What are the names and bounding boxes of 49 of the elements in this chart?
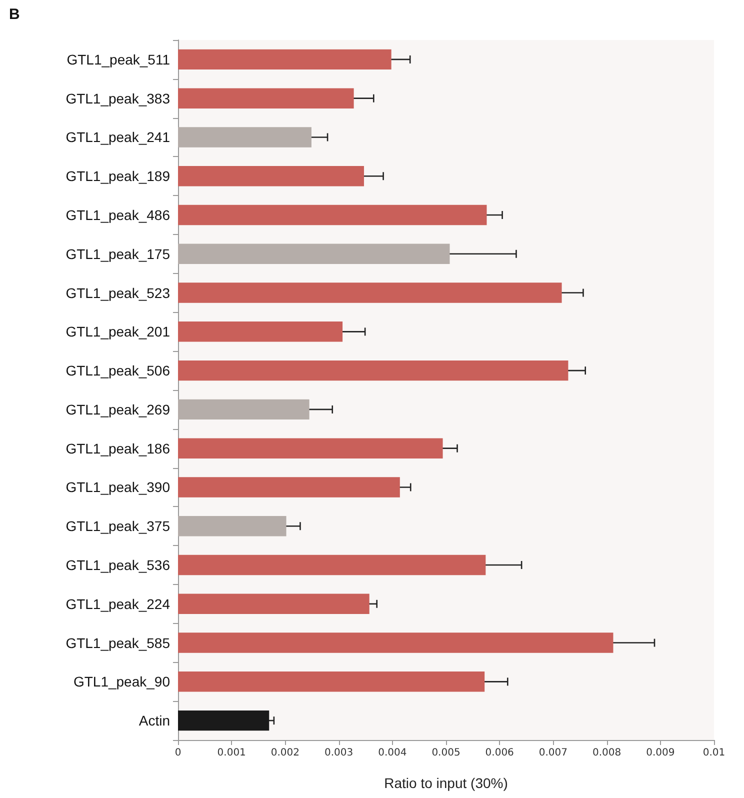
x-tick-label: 0.003 [324,748,354,758]
y-tick-label: GTL1_peak_536 [66,557,170,573]
y-tick-label: GTL1_peak_201 [66,324,170,340]
y-tick-label: GTL1_peak_90 [73,674,170,690]
y-tick-label: GTL1_peak_375 [66,518,170,534]
bar [178,554,486,576]
y-tick-label: GTL1_peak_241 [66,129,170,146]
bar [178,672,485,692]
x-tick-label: 0.009 [646,748,675,758]
x-tick-label: 0.005 [432,748,460,758]
y-tick-label: GTL1_peak_269 [66,401,170,418]
bar [178,710,270,731]
y-tick-label: GTL1_peak_189 [66,168,170,184]
bar [178,88,354,108]
y-tick-label: GTL1_peak_175 [66,246,170,262]
x-tick-label: 0 [174,748,182,758]
bar [178,166,364,186]
y-tick-label: GTL1_peak_511 [66,51,170,68]
y-tick-label: GTL1_peak_523 [66,284,170,301]
x-tick-label: 0.01 [702,748,726,758]
x-axis-title: Ratio to input (30%) [384,775,508,791]
x-tick-label: 0.007 [538,748,568,758]
bar [178,438,443,458]
bar [178,204,487,226]
bar [178,399,310,420]
y-tick-label: GTL1_peak_224 [66,596,170,612]
bar [178,360,568,381]
bar [178,322,343,342]
bar [178,477,400,498]
bar [178,282,562,303]
x-tick-label: 0.008 [592,748,622,758]
bar [178,594,370,614]
x-tick-label: 0.004 [378,748,407,758]
y-tick-label: GTL1_peak_506 [66,362,170,379]
y-tick-label: Actin [138,712,170,729]
x-tick-label: 0.001 [217,748,246,758]
y-tick-label: GTL1_peak_585 [66,634,170,651]
y-tick-label: GTL1_peak_186 [66,440,170,456]
text: B [9,6,20,23]
y-tick-label: GTL1_peak_383 [66,90,170,106]
y-tick-label: GTL1_peak_486 [66,207,170,223]
bar [178,127,312,148]
bar [178,244,450,264]
y-tick-label: GTL1_peak_390 [66,479,170,496]
bar [178,516,286,536]
x-tick-label: 0.006 [485,748,514,758]
bar [178,632,614,653]
bar [178,49,392,70]
x-tick-label: 0.002 [270,748,300,758]
